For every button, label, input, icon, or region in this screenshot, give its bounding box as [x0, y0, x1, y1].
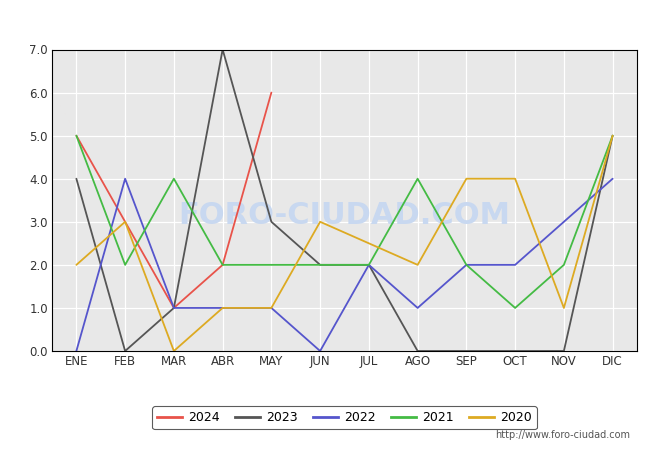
Text: Matriculaciones de Vehiculos en Villasabariego: Matriculaciones de Vehiculos en Villasab… — [114, 11, 536, 29]
Text: http://www.foro-ciudad.com: http://www.foro-ciudad.com — [495, 430, 630, 440]
Legend: 2024, 2023, 2022, 2021, 2020: 2024, 2023, 2022, 2021, 2020 — [152, 406, 537, 429]
Text: FORO-CIUDAD.COM: FORO-CIUDAD.COM — [179, 201, 510, 230]
